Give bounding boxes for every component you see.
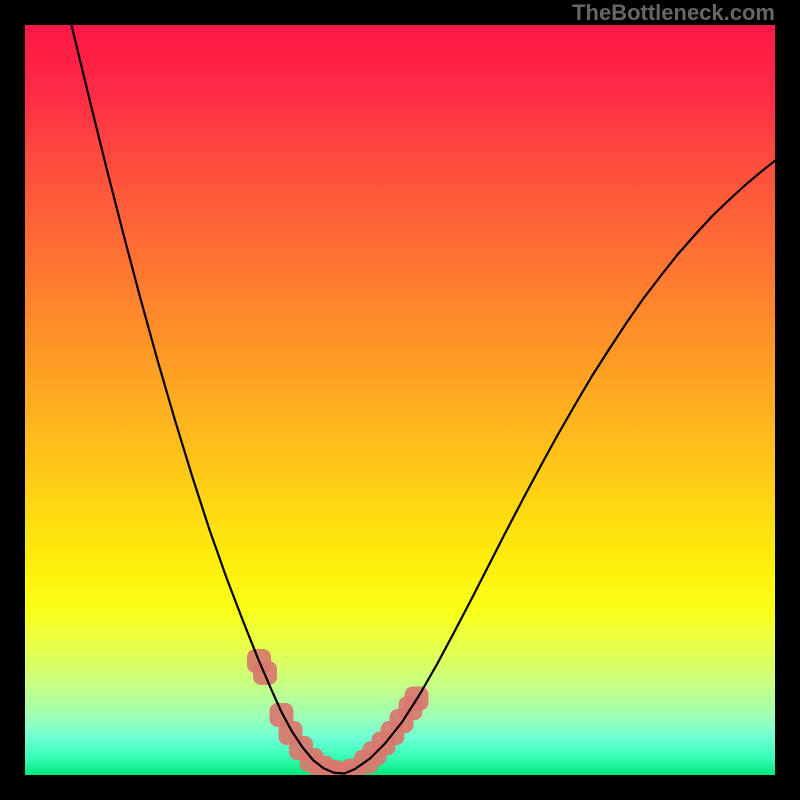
chart-svg xyxy=(25,25,775,775)
bottleneck-curve xyxy=(72,25,776,774)
markers-group xyxy=(247,649,429,775)
chart-frame: TheBottleneck.com xyxy=(0,0,800,800)
plot-area xyxy=(25,25,775,775)
watermark-text: TheBottleneck.com xyxy=(572,0,775,26)
